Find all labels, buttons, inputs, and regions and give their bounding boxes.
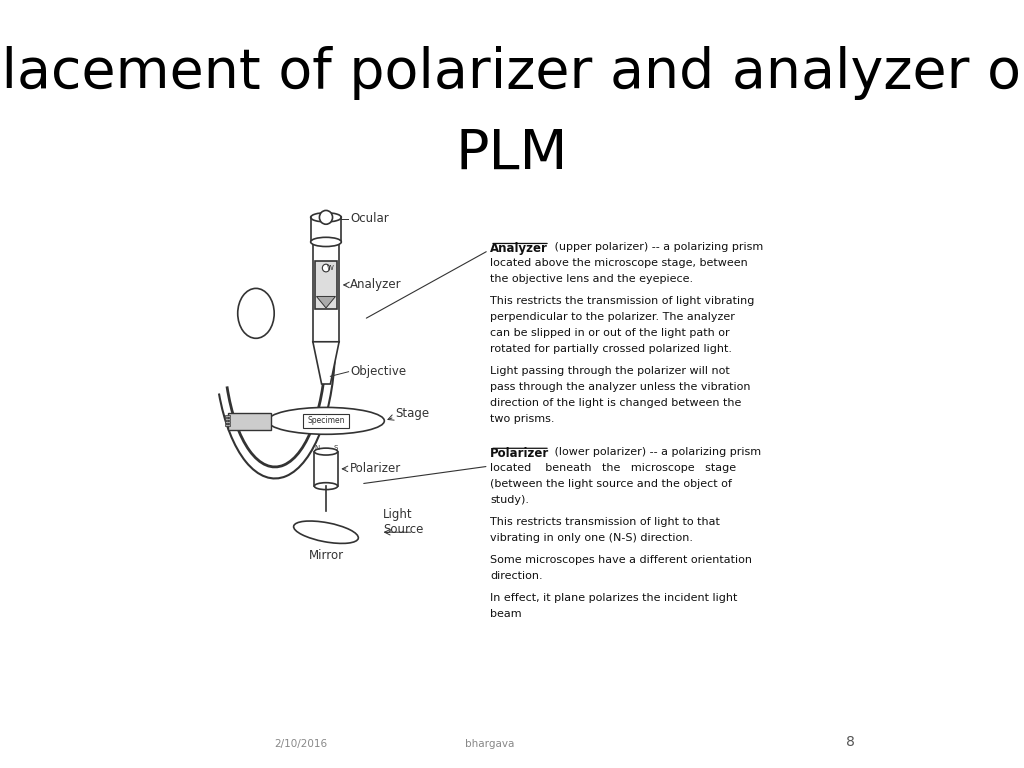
Circle shape (319, 210, 333, 224)
Text: 8: 8 (846, 735, 855, 749)
Text: direction.: direction. (490, 571, 543, 581)
Text: Some microscopes have a different orientation: Some microscopes have a different orient… (490, 554, 752, 564)
Text: Specimen: Specimen (307, 416, 345, 425)
Ellipse shape (267, 407, 384, 435)
Text: (between the light source and the object of: (between the light source and the object… (490, 479, 732, 489)
FancyBboxPatch shape (303, 414, 349, 428)
Text: Polarizer: Polarizer (350, 462, 401, 475)
Text: the objective lens and the eyepiece.: the objective lens and the eyepiece. (490, 274, 693, 284)
Text: W: W (327, 265, 334, 271)
Text: two prisms.: two prisms. (490, 415, 555, 425)
Text: Mirror: Mirror (308, 549, 343, 562)
Ellipse shape (310, 237, 341, 247)
Text: This restricts the transmission of light vibrating: This restricts the transmission of light… (490, 296, 755, 306)
Text: Analyzer: Analyzer (490, 242, 548, 255)
Text: 2/10/2016: 2/10/2016 (273, 739, 327, 749)
Text: vibrating in only one (N-S) direction.: vibrating in only one (N-S) direction. (490, 533, 693, 543)
Ellipse shape (238, 288, 274, 338)
Text: Polarizer: Polarizer (490, 447, 549, 460)
Text: (upper polarizer) -- a polarizing prism: (upper polarizer) -- a polarizing prism (551, 242, 763, 252)
Polygon shape (316, 296, 336, 308)
Polygon shape (313, 342, 339, 384)
Bar (224, 415, 230, 417)
Ellipse shape (314, 483, 338, 490)
Bar (224, 424, 230, 426)
Bar (315, 261, 337, 309)
Text: (lower polarizer) -- a polarizing prism: (lower polarizer) -- a polarizing prism (551, 447, 761, 457)
Text: can be slipped in or out of the light path or: can be slipped in or out of the light pa… (490, 328, 730, 338)
Text: located    beneath   the   microscope   stage: located beneath the microscope stage (490, 463, 736, 473)
Bar (227, 413, 271, 430)
Text: Ocular: Ocular (350, 213, 389, 225)
Text: direction of the light is changed between the: direction of the light is changed betwee… (490, 399, 741, 409)
Text: S: S (333, 445, 338, 451)
Text: Light
Source: Light Source (383, 508, 423, 536)
Bar (224, 418, 230, 420)
Text: study).: study). (490, 495, 529, 505)
Text: N: N (314, 445, 319, 451)
Text: rotated for partially crossed polarized light.: rotated for partially crossed polarized … (490, 344, 732, 354)
Text: Analyzer: Analyzer (350, 279, 401, 291)
Text: In effect, it plane polarizes the incident light: In effect, it plane polarizes the incide… (490, 593, 737, 603)
Text: Stage: Stage (395, 407, 429, 419)
Text: This restricts transmission of light to that: This restricts transmission of light to … (490, 517, 720, 527)
Text: located above the microscope stage, between: located above the microscope stage, betw… (490, 258, 748, 268)
Circle shape (323, 264, 330, 272)
Text: PLM: PLM (456, 127, 568, 180)
Ellipse shape (314, 449, 338, 455)
Text: Placement of polarizer and analyzer on: Placement of polarizer and analyzer on (0, 46, 1024, 100)
Text: perpendicular to the polarizer. The analyzer: perpendicular to the polarizer. The anal… (490, 312, 735, 322)
Bar (224, 421, 230, 423)
Text: pass through the analyzer unless the vibration: pass through the analyzer unless the vib… (490, 382, 751, 392)
Text: Objective: Objective (350, 366, 407, 378)
Bar (313, 242, 339, 342)
Text: Light passing through the polarizer will not: Light passing through the polarizer will… (490, 366, 730, 376)
Ellipse shape (294, 521, 358, 544)
Text: beam: beam (490, 609, 522, 619)
Text: bhargava: bhargava (466, 739, 515, 749)
Ellipse shape (310, 213, 341, 222)
